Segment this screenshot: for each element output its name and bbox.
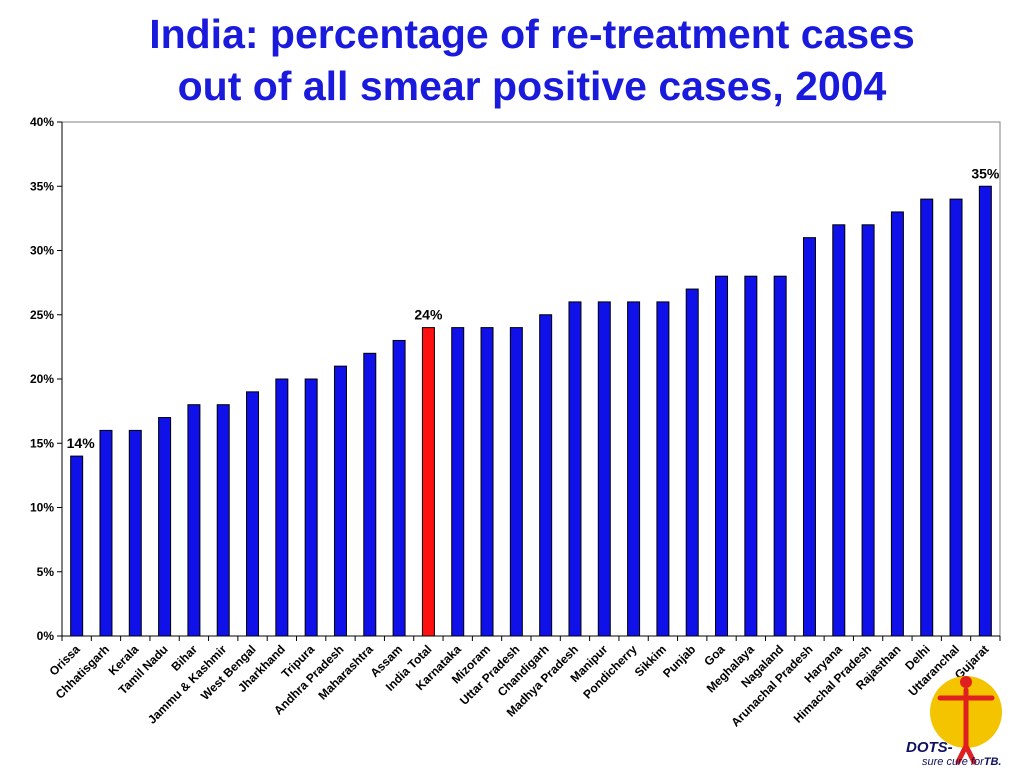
y-tick-label: 35%	[30, 179, 54, 193]
data-label: 14%	[67, 435, 96, 451]
y-tick-label: 25%	[30, 308, 54, 322]
bar-karnataka	[451, 327, 465, 637]
y-tick-label: 30%	[30, 244, 54, 258]
data-label: 35%	[971, 165, 1000, 181]
bar-arunachal-pradesh	[802, 237, 816, 637]
logo-tagline-tb: TB.	[984, 756, 1002, 768]
bar-manipur	[597, 301, 611, 637]
y-tick-label: 5%	[37, 565, 55, 579]
bar-goa	[715, 275, 729, 637]
bar-haryana	[832, 224, 846, 637]
logo-text-dots: DOTS-	[906, 739, 953, 756]
bar-jharkhand	[275, 378, 289, 637]
bar-gujarat	[978, 185, 992, 637]
bar-jammu-kashmir	[216, 404, 230, 637]
bar-himachal-pradesh	[861, 224, 875, 637]
bar-andhra-pradesh	[333, 365, 347, 637]
bar-nagaland	[773, 275, 787, 637]
plot-area	[61, 121, 1001, 637]
bar-assam	[392, 339, 406, 637]
y-tick-label: 15%	[30, 436, 54, 450]
bar-meghalaya	[744, 275, 758, 637]
bar-india-total	[421, 327, 435, 637]
y-tick-label: 0%	[37, 629, 55, 643]
bar-sikkim	[656, 301, 670, 637]
chart-title-line-2: out of all smear positive cases, 2004	[177, 63, 887, 109]
x-tick-label: Punjab	[660, 642, 698, 680]
logo-figure-icon	[937, 687, 995, 765]
bar-tamil-nadu	[158, 417, 172, 637]
logo-text-tagline: sure cure forTB.	[922, 756, 1001, 768]
logo-tagline-text: sure cure for	[922, 756, 985, 768]
chart-title-line-1: India: percentage of re-treatment cases	[149, 11, 915, 57]
bar-rajasthan	[890, 211, 904, 637]
bar-uttar-pradesh	[509, 327, 523, 637]
bar-bihar	[187, 404, 201, 637]
y-tick-label: 10%	[30, 501, 54, 515]
bar-uttaranchal	[949, 198, 963, 637]
bar-madhya-pradesh	[568, 301, 582, 637]
bar-tripura	[304, 378, 318, 637]
bar-chandigarh	[539, 314, 553, 637]
logo-head-icon	[960, 676, 972, 688]
bar-kerala	[128, 429, 142, 637]
chart-title: India: percentage of re-treatment cases …	[0, 8, 1024, 112]
bar-mizoram	[480, 327, 494, 637]
bar-west-bengal	[246, 391, 260, 637]
bar-delhi	[920, 198, 934, 637]
y-tick-label: 40%	[30, 115, 54, 129]
dots-logo: DOTS- sure cure forTB.	[906, 676, 1002, 768]
bar-orissa	[70, 455, 84, 637]
bar-punjab	[685, 288, 699, 637]
bar-pondicherry	[627, 301, 641, 637]
y-tick-label: 20%	[30, 372, 54, 386]
bar-chhatisgarh	[99, 429, 113, 637]
data-label: 24%	[414, 307, 443, 323]
bar-maharashtra	[363, 352, 377, 637]
